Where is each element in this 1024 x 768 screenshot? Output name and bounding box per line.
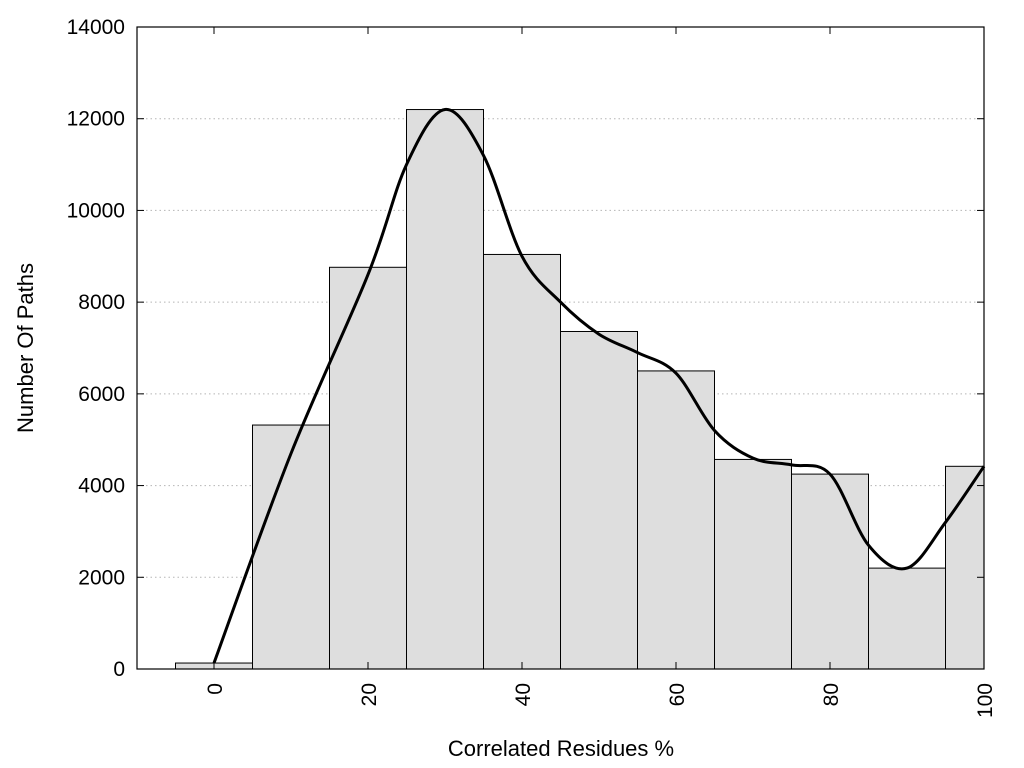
y-tick-label: 14000 (67, 16, 125, 39)
x-axis-title: Correlated Residues % (448, 736, 674, 761)
y-tick-label: 6000 (78, 383, 125, 406)
y-tick-label: 10000 (67, 199, 125, 222)
histogram-bar-4 (483, 253, 561, 670)
histogram-bar-5 (560, 330, 638, 670)
histogram-bar-2 (329, 266, 407, 670)
x-tick-label: 80 (820, 683, 843, 706)
histogram-bars (175, 109, 985, 670)
x-tick-label: 60 (666, 683, 689, 706)
y-tick-label: 12000 (67, 108, 125, 131)
histogram-bar-10 (945, 465, 985, 670)
density-curve (212, 108, 986, 664)
y-axis-title: Number Of Paths (13, 263, 38, 433)
y-tick-label: 8000 (78, 291, 125, 314)
axis-ticks: 0 2000 4000 6000 8000 10000 12000 14000 0 20 40 60 8… (67, 16, 997, 718)
histogram-bar-6 (637, 370, 715, 670)
y-tick-label: 4000 (78, 475, 125, 498)
y-tick-label: 2000 (78, 566, 125, 589)
histogram-bar-7 (714, 458, 792, 670)
x-tick-label: 40 (512, 683, 535, 706)
plot-frame (136, 26, 985, 670)
y-tick-label: 0 (113, 658, 125, 681)
histogram-bar-1 (252, 424, 330, 670)
x-tick-label: 20 (358, 683, 381, 706)
x-tick-label: 100 (974, 683, 997, 718)
x-tick-label: 0 (204, 683, 227, 695)
histogram-bar-8 (791, 473, 869, 670)
histogram-bar-9 (868, 567, 946, 670)
histogram-bar-3 (406, 109, 484, 670)
